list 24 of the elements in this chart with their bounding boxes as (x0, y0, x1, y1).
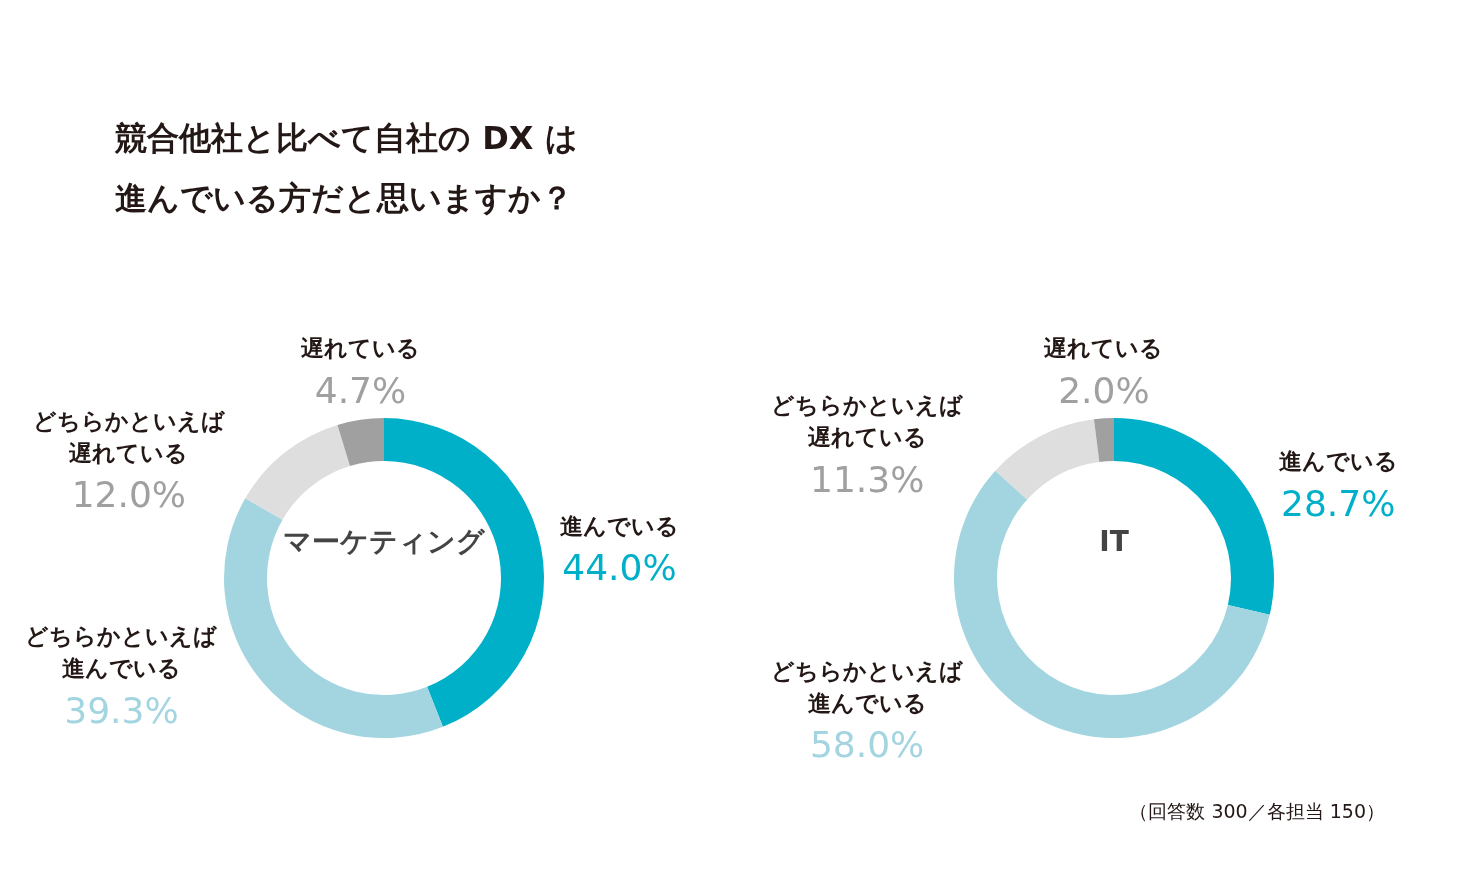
slice-label: 進んでいる (560, 512, 679, 539)
data-label: 11.3% (810, 458, 925, 500)
data-label: 58.0% (809, 724, 925, 766)
slice-label: どちらかといえば遅れている (771, 392, 965, 451)
text: （回答数 300／各担当 150） (1129, 800, 1385, 822)
data-label: 4.7% (314, 369, 407, 411)
donut-slice (1093, 418, 1114, 462)
slice-label: 進んでいる (1278, 448, 1398, 474)
slice-label: 遅れている (299, 335, 420, 362)
slice-label: どちらかといえば遅れている (32, 407, 226, 466)
data-label: 12.0% (71, 474, 187, 516)
data-label: 39.3% (64, 689, 179, 731)
slice-label: どちらかといえば進んでいる (771, 657, 965, 716)
text: IT (1099, 525, 1129, 558)
data-label: 44.0% (562, 547, 677, 589)
text: 競合他社と比べて自社の DX は進んでいる方だと思いますか？ (114, 119, 578, 217)
slice-label: 遅れている (1043, 335, 1164, 362)
slice-label: どちらかといえば進んでいる (25, 623, 219, 682)
data-label: 28.7% (1281, 482, 1396, 524)
donut-slice (245, 424, 350, 520)
data-label: 2.0% (1058, 369, 1150, 411)
donut-slice (337, 418, 384, 467)
donut-slice (995, 419, 1100, 500)
text: マーケティング (283, 525, 486, 558)
